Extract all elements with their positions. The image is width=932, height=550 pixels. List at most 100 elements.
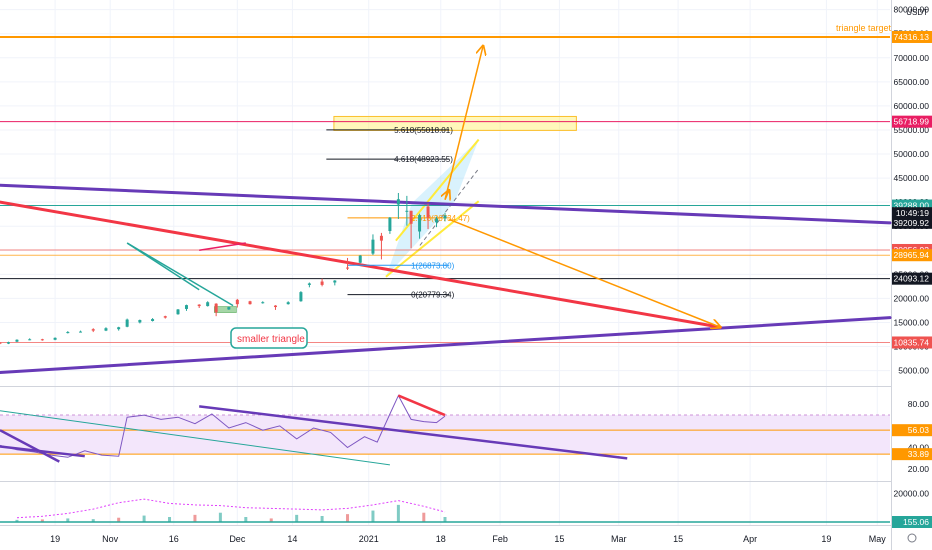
candle-body [443,215,447,219]
candle-body [418,215,422,232]
channel-line [385,200,480,278]
time-tick: 2021 [359,534,379,544]
candle-body [379,235,383,241]
channel-fill [385,139,479,277]
volume-level-tag-bg [892,516,932,528]
fib-label: 1(26873.80) [411,261,454,270]
time-tick: 19 [821,534,831,544]
candle-body [388,217,392,231]
level-tag: 56718.99 [894,117,930,127]
candle-body [176,309,180,315]
fib-label: 0(20779.34) [411,291,454,300]
oscillator-panel[interactable] [0,394,890,466]
candle-body [299,292,303,302]
volume-bar [422,512,426,522]
volume-bar [295,514,299,522]
arrow-bear-target [448,218,720,327]
candle-body [273,305,277,308]
price-tick: 5000.00 [898,366,929,376]
candle-body [307,283,311,285]
volume-bar [218,512,222,522]
target-zone [333,115,577,131]
volume-bar [168,517,172,522]
osc-line [0,394,446,458]
candle-body [235,299,239,305]
candle-body [320,281,324,285]
trendline-red-resistance [0,200,722,329]
volume-panel[interactable] [0,498,890,523]
volume-bar [320,516,324,522]
candle-body [125,319,129,327]
time-axis[interactable]: 19 Nov 16 Dec 14 2021 18 Feb 15 Mar 15 Apr 19 May [50,533,917,544]
candle-body [409,210,413,224]
time-tick: 18 [436,534,446,544]
candle-body [396,199,400,205]
volume-bar [66,518,70,522]
small-triangle-line [126,242,200,291]
level-tag-bg [892,30,932,43]
candle-body [79,331,83,333]
settings-icon [907,533,917,543]
level-tag-bg [892,249,932,262]
osc-level-tag-bg [892,448,932,461]
volume-bar [443,517,447,522]
candle-body [91,329,95,331]
candle-body [435,218,439,223]
level-tag-bg [892,336,932,349]
time-tick: 15 [554,534,564,544]
candle-body [227,307,231,310]
volume-bar [193,514,197,522]
osc-band [0,415,890,455]
candle-body [53,337,57,340]
osc-trendline-osc-resistance [199,405,628,460]
osc-tick: 20.00 [908,464,930,474]
fib-label: 5.618(55018.01) [394,126,453,135]
price-tick: 45000.00 [894,173,930,183]
price-tag-bg [892,216,932,229]
volume-level-tag: 155.06 [903,517,929,527]
time-tick: 16 [169,534,179,544]
price-tag-bg [892,207,932,220]
price-tick: 20000.00 [894,293,930,303]
level-tag-bg [892,272,932,285]
candle-body [40,339,44,341]
price-panel[interactable]: 0(20779.34) 1(26873.80) 2.618(36734.47) 4.6… [0,23,894,374]
volume-bar [244,517,248,522]
candle-body [151,319,155,321]
osc-tick: 40.00 [908,443,930,453]
candle-body [371,239,375,254]
small-triangle-line [126,242,234,307]
annotation-box [230,327,308,349]
trendline-lower-support [0,316,892,374]
candle-body [206,302,210,307]
candle-body [214,303,218,313]
volume-bar [40,519,44,522]
arrow-bull-target [444,46,483,200]
candle-body [286,302,290,305]
annotation-triangle-target: triangle target. [836,23,894,33]
price-tag: 10:49:19 [896,208,929,218]
candle-body [66,332,70,334]
fib-label: 2.618(36734.47) [411,214,470,223]
candle-body [28,339,32,341]
price-tick: 60000.00 [894,101,930,111]
volume-bar [91,519,95,522]
level-tag: 28965.94 [894,250,930,260]
candle-body [0,342,2,344]
volume-bar [15,519,19,522]
time-tick: Mar [611,534,627,544]
candle-body [248,301,252,305]
level-tag: 39288.00 [894,201,930,211]
osc-trendline-osc-peak-divergence [397,394,446,417]
osc-level-tag: 56.03 [908,425,930,435]
small-triangle-marker [214,306,237,313]
candle-body [15,339,19,342]
osc-trendline-osc-mid-left [0,445,85,458]
candle-body [6,342,10,344]
price-axis[interactable]: USDT5000.0010000.0015000.0020000.0025000… [892,0,932,550]
price-tick: 70000.00 [894,53,930,63]
price-tag: 39209.92 [894,218,930,228]
time-tick: Apr [743,534,757,544]
candle-body [184,305,188,309]
volume-bar [346,514,350,522]
